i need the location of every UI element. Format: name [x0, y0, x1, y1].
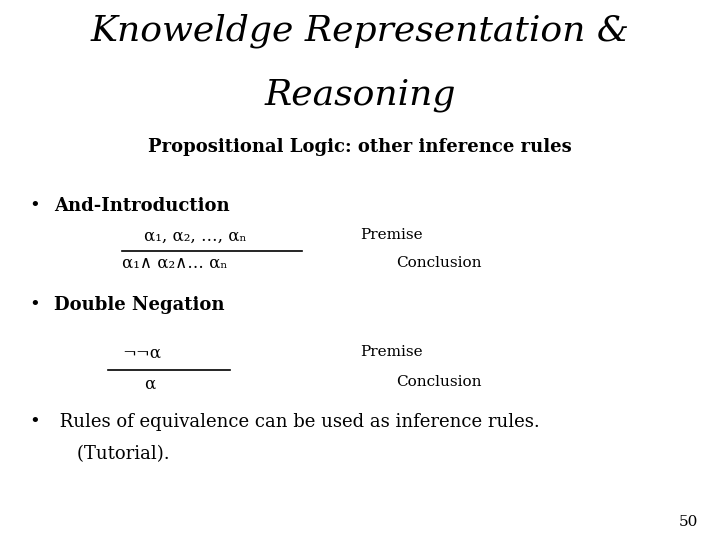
Text: Premise: Premise [360, 228, 423, 242]
Text: Knoweldge Representation &: Knoweldge Representation & [91, 14, 629, 48]
Text: •: • [29, 296, 40, 314]
Text: Propositional Logic: other inference rules: Propositional Logic: other inference rul… [148, 138, 572, 156]
Text: Conclusion: Conclusion [396, 256, 482, 270]
Text: •: • [29, 413, 40, 431]
Text: Double Negation: Double Negation [54, 296, 225, 314]
Text: Conclusion: Conclusion [396, 375, 482, 389]
Text: 50: 50 [679, 515, 698, 529]
Text: And-Introduction: And-Introduction [54, 197, 230, 215]
Text: (Tutorial).: (Tutorial). [54, 446, 170, 463]
Text: α₁∧ α₂∧… αₙ: α₁∧ α₂∧… αₙ [122, 256, 228, 273]
Text: α: α [144, 375, 156, 392]
Text: Reasoning: Reasoning [264, 78, 456, 112]
Text: ¬¬α: ¬¬α [122, 345, 161, 361]
Text: Rules of equivalence can be used as inference rules.: Rules of equivalence can be used as infe… [54, 413, 540, 431]
Text: α₁, α₂, …, αₙ: α₁, α₂, …, αₙ [144, 228, 247, 245]
Text: •: • [29, 197, 40, 215]
Text: Premise: Premise [360, 345, 423, 359]
